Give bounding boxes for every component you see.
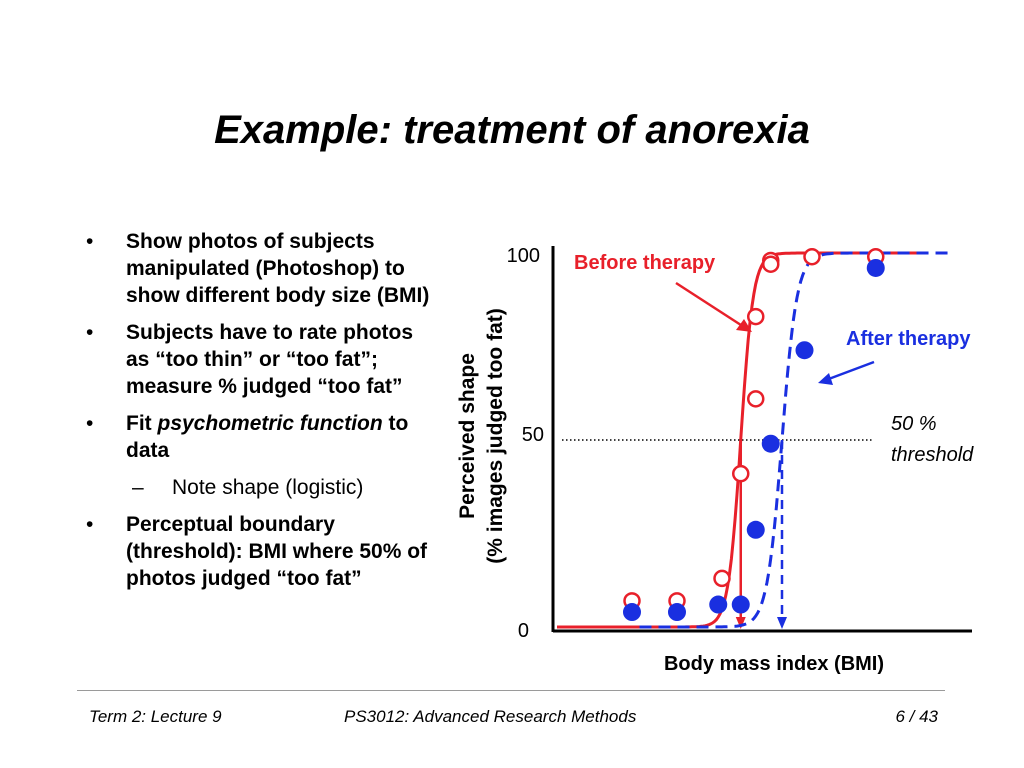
legend-label-before-therapy: Before therapy [574,252,716,274]
footer-left: Term 2: Lecture 9 [89,707,222,726]
before-therapy-point [747,390,765,408]
bullet-item: • Show photos of subjects manipulated (P… [86,228,438,309]
after-therapy-arrow-line [825,360,875,382]
before-therapy-point [762,255,780,273]
before-therapy-threshold-arrowhead [735,617,746,629]
bullet-text: Perceptual boundary (threshold): BMI whe… [126,513,428,590]
annotation-arrows [675,281,875,385]
bullet-text: Subjects have to rate photos as “too thi… [126,321,414,398]
sub-bullet-dash: – [132,476,144,499]
y-tick-label: 0 [518,620,529,642]
before-therapy-point [747,307,765,326]
footer-page: 6 / 43 [895,707,938,726]
after-therapy-threshold-arrowhead [777,617,787,629]
sub-bullet-item: – Note shape (logistic) [126,474,438,501]
bullet-text-post: to data [126,412,409,462]
after-therapy-point [761,434,780,453]
bullet-item: • Perceptual boundary (threshold): BMI w… [86,511,438,592]
after-therapy-point [668,603,686,622]
sub-bullet-text: Note shape (logistic) [172,476,364,499]
slide-title: Example: treatment of anorexia [214,108,810,152]
legend-label-after-therapy: After therapy [846,328,971,350]
bullet-text-italic: psychometric function [157,412,383,435]
bullet-text: Fit psychometric function to data [126,412,408,462]
bullet-dot: • [86,412,94,435]
bullet-dot: • [86,321,94,344]
after-therapy-point [731,595,750,614]
y-axis-label-line1: Perceived shape [456,353,479,519]
after-therapy-point [866,258,885,277]
footer-center: PS3012: Advanced Research Methods [344,707,637,726]
after-therapy-arrowhead [818,373,833,385]
bullet-dot: • [86,513,94,536]
bullet-item: • Fit psychometric function to data [86,410,438,464]
y-axis-label-line2: (% images judged too fat) [484,308,507,564]
bullet-dot: • [86,230,94,253]
bullet-item: • Subjects have to rate photos as “too t… [86,319,438,400]
bullet-text: Show photos of subjects manipulated (Pho… [126,230,430,307]
footer-divider [77,690,945,691]
after-therapy-curve [639,251,951,629]
threshold-label-line1: 50 % [891,413,937,435]
x-axis-label: Body mass index (BMI) [664,653,884,675]
after-therapy-point [623,603,641,622]
bullet-list: • Show photos of subjects manipulated (P… [86,228,438,602]
after-therapy-point [709,595,728,614]
y-tick-label: 100 [507,245,540,267]
before-therapy-point [732,464,750,483]
before-therapy-point [803,247,821,266]
before-therapy-arrow-line [675,281,745,329]
after-therapy-point [746,520,765,539]
after-therapy-point [795,341,814,360]
bullet-text-pre: Fit [126,412,158,435]
y-tick-label: 50 [522,424,544,446]
before-therapy-point [713,569,731,588]
series-layer [557,247,951,629]
threshold-label-line2: threshold [891,444,974,466]
